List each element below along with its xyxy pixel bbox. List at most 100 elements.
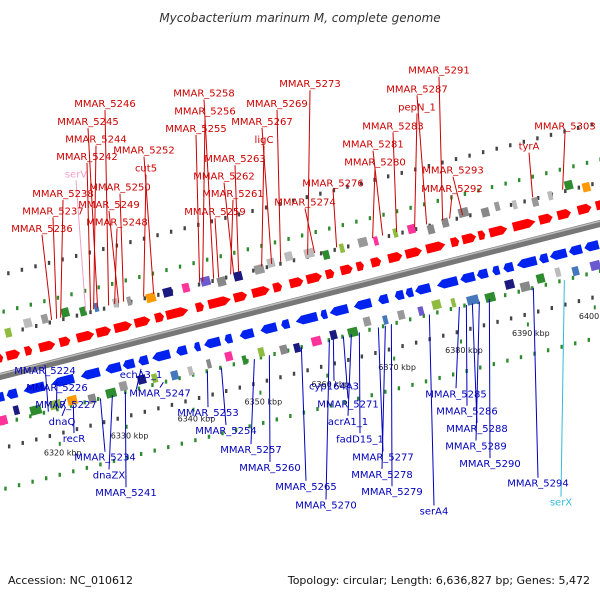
ring-dot <box>4 486 7 491</box>
ring-dot <box>333 247 336 252</box>
ring-dot <box>85 465 89 470</box>
forward-gene-label: pepN_1 <box>398 103 436 114</box>
tick-label: 6370 kbp <box>378 363 416 372</box>
ring-dot <box>387 347 391 352</box>
ring-dot <box>129 240 132 245</box>
ring-dot <box>319 191 322 196</box>
forward-gene <box>75 330 95 343</box>
tick-label: 6330 kbp <box>111 431 149 440</box>
ring-dot <box>180 441 184 446</box>
reverse-gene <box>295 311 319 325</box>
forward-gene <box>594 200 600 211</box>
topology-summary: Topology: circular; Length: 6,636,827 bp… <box>287 574 590 587</box>
feature-block <box>581 181 592 193</box>
ring-dot <box>211 279 214 284</box>
reverse-leader-line <box>332 338 335 381</box>
tick-label: 6340 kbp <box>178 414 216 423</box>
feature-block <box>181 282 191 294</box>
ring-dot <box>88 250 91 255</box>
ring-dot <box>275 417 278 422</box>
feature-block <box>563 179 574 191</box>
feature-block <box>66 394 79 406</box>
forward-leader-line <box>307 90 311 255</box>
reverse-leader-line <box>428 314 435 506</box>
ring-dot <box>332 188 336 193</box>
ring-dot <box>43 299 46 304</box>
ring-dot <box>422 313 425 318</box>
reverse-leader-line <box>44 364 49 412</box>
forward-leader-line <box>104 110 110 306</box>
forward-leader-line <box>119 193 125 302</box>
forward-gene <box>194 302 204 313</box>
forward-gene-label: MMAR_5246 <box>74 99 136 110</box>
reverse-gene <box>105 361 122 374</box>
ring-dot <box>74 253 78 258</box>
ring-dot <box>327 338 331 343</box>
ring-dot <box>205 257 209 262</box>
accession-text: Accession: NC_010612 <box>8 574 134 587</box>
reverse-leader-line <box>358 332 361 434</box>
ring-dot <box>15 417 18 422</box>
reverse-gene-label: acrA1_1 <box>328 417 368 428</box>
ring-dot <box>571 275 575 280</box>
reverse-gene-label: serX <box>550 498 572 509</box>
forward-gene-label: MMAR_5274 <box>274 198 336 209</box>
reverse-gene <box>176 345 188 356</box>
reverse-leader-line <box>72 405 75 434</box>
ring-dot <box>306 368 309 373</box>
ring-dot <box>400 170 403 175</box>
ring-dot <box>481 150 485 155</box>
ring-dot <box>381 324 385 329</box>
ring-dot <box>246 358 249 363</box>
tick-label: 6360 kbp <box>311 380 349 389</box>
reverse-leader-line <box>475 301 480 441</box>
ring-dot <box>316 407 319 412</box>
forward-gene-label: MMAR_5292 <box>421 184 483 195</box>
tick-mark <box>192 407 195 412</box>
ring-dot <box>384 389 387 394</box>
reverse-leader-line <box>377 327 384 452</box>
forward-gene <box>165 307 189 320</box>
reverse-leader-line <box>268 355 271 462</box>
forward-gene <box>477 230 486 241</box>
ring-dot <box>17 483 21 488</box>
ring-dot <box>29 302 33 307</box>
gene-features <box>0 179 600 426</box>
forward-gene-label: MMAR_5293 <box>422 166 484 177</box>
feature-block <box>382 314 389 325</box>
forward-leader-line <box>195 134 201 283</box>
forward-gene <box>0 353 4 363</box>
forward-gene <box>153 312 164 323</box>
ring-dot <box>126 455 129 460</box>
feature-block <box>199 275 212 287</box>
forward-leader-line <box>114 228 118 304</box>
forward-gene <box>251 286 270 298</box>
ring-dot <box>48 434 52 439</box>
feature-block <box>292 342 302 353</box>
ring-dot <box>509 316 513 321</box>
feature-block <box>22 317 33 329</box>
ring-dot <box>75 313 79 318</box>
feature-block <box>457 206 470 219</box>
ring-dot <box>517 289 520 294</box>
ring-dot <box>545 171 548 176</box>
feature-block <box>205 358 213 369</box>
forward-gene-label: MMAR_5280 <box>344 158 406 169</box>
reverse-leader-line <box>60 398 67 409</box>
forward-gene-labels: MMAR_5236 MMAR_5237 MMAR_5238 serV MMAR_5242… <box>11 66 596 235</box>
ring-dot <box>523 199 526 204</box>
ring-dot <box>99 462 102 467</box>
reverse-leader-line <box>342 336 349 399</box>
feature-block <box>554 267 562 278</box>
ring-dot <box>194 438 197 443</box>
forward-leader-line <box>93 145 97 310</box>
feature-block <box>357 236 369 248</box>
reverse-gene-label: cyp164A3 <box>309 382 359 393</box>
ring-dot <box>292 198 295 203</box>
ring-dot <box>143 409 147 414</box>
feature-block <box>571 265 580 277</box>
forward-gene-label: MMAR_5236 <box>11 224 73 235</box>
ring-dot <box>469 213 472 218</box>
forward-leader-line <box>372 168 376 239</box>
forward-leader-line <box>143 174 147 297</box>
